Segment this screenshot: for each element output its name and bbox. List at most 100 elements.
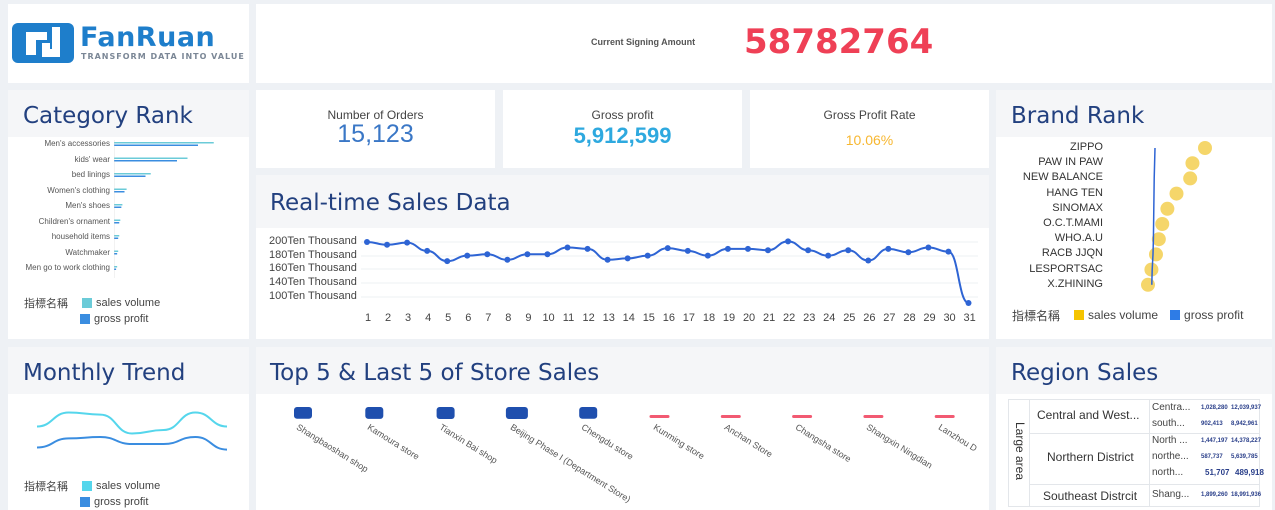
brand-label: PAW IN PAW bbox=[1038, 156, 1103, 169]
realtime-point bbox=[624, 255, 631, 262]
store-bar bbox=[436, 407, 455, 419]
brand-tagline: TRANSFORM DATA INTO VALUE bbox=[81, 52, 245, 61]
realtime-point bbox=[484, 251, 491, 258]
profit-rate-label: Gross Profit Rate bbox=[823, 108, 916, 122]
category-label: household items bbox=[51, 232, 110, 241]
monthly-trend-title: Monthly Trend bbox=[23, 360, 186, 386]
x-tick-label: 15 bbox=[642, 312, 655, 324]
fanruan-logo-icon bbox=[12, 23, 74, 63]
region-num: 18,991,936 bbox=[1231, 492, 1262, 498]
x-tick-label: 13 bbox=[602, 312, 615, 324]
brand-sales-dot bbox=[1144, 262, 1159, 277]
realtime-point bbox=[905, 249, 912, 256]
x-tick-label: 11 bbox=[562, 312, 575, 324]
x-tick-label: 8 bbox=[505, 312, 512, 324]
x-tick-label: 24 bbox=[823, 312, 836, 324]
realtime-point bbox=[544, 251, 551, 258]
category-label: Men's shoes bbox=[65, 201, 110, 210]
monthly-legend-sales-volume: sales volume bbox=[96, 480, 161, 492]
region-sub-north1: North ... bbox=[1152, 435, 1188, 446]
x-tick-label: 2 bbox=[384, 312, 392, 324]
brand-label: RACB JJQN bbox=[1041, 247, 1103, 260]
realtime-point bbox=[524, 251, 531, 258]
region-num: 14,378,227 bbox=[1231, 438, 1262, 444]
category-sales-bar bbox=[114, 142, 214, 144]
realtime-point bbox=[965, 299, 972, 306]
category-label: Men go to work clothing bbox=[25, 263, 111, 272]
profit-rate-value: 10.06% bbox=[845, 132, 894, 148]
region-num: 12,039,937 bbox=[1231, 405, 1262, 411]
region-sales-panel: Region Sales Large area Central and West… bbox=[996, 347, 1272, 510]
category-sales-bar bbox=[114, 235, 120, 237]
x-tick-label: 9 bbox=[525, 312, 532, 324]
brand-rank-panel: Brand Rank ZIPPO PAW IN PAW NEW BALANCE HAN… bbox=[996, 90, 1272, 339]
category-sales-bar bbox=[114, 266, 118, 268]
region-table: Large area Central and West... Centra...… bbox=[1008, 399, 1264, 507]
x-tick-label: 4 bbox=[425, 312, 432, 324]
brand-legend-title: 指標名稱 bbox=[1012, 308, 1061, 323]
region-num: 1,899,260 bbox=[1201, 492, 1228, 498]
store-bar bbox=[579, 407, 598, 419]
region-sub-central: Centra... bbox=[1152, 402, 1191, 413]
store-bar bbox=[720, 415, 741, 418]
x-tick-label: 23 bbox=[803, 312, 816, 324]
category-bar-chart bbox=[114, 140, 214, 278]
brand-label: SINOMAX bbox=[1052, 201, 1103, 214]
brand-sales-dot bbox=[1151, 232, 1166, 247]
monthly-gross-profit-swatch bbox=[80, 497, 90, 507]
brand-label: WHO.A.U bbox=[1054, 232, 1103, 245]
realtime-point bbox=[604, 256, 611, 263]
brand-legend: 指標名稱 sales volume gross profit bbox=[1012, 307, 1243, 323]
orders-value: 15,123 bbox=[337, 120, 414, 148]
monthly-sales-line bbox=[36, 411, 228, 435]
x-tick-label: 3 bbox=[405, 312, 412, 324]
x-tick-label: 19 bbox=[722, 312, 736, 324]
region-num: 1,028,280 bbox=[1201, 405, 1228, 411]
x-tick-label: 27 bbox=[883, 312, 896, 324]
region-num: 5,639,785 bbox=[1231, 454, 1258, 460]
store-bar bbox=[365, 407, 384, 419]
brand-sales-dot bbox=[1155, 217, 1170, 231]
realtime-point bbox=[664, 245, 671, 252]
region-num: 902,413 bbox=[1201, 421, 1223, 427]
y-tick-label: 160Ten Thousand bbox=[269, 262, 357, 274]
gross-profit-card: Gross profit 5,912,599 bbox=[503, 90, 742, 168]
category-profit-bar bbox=[114, 144, 198, 146]
signing-card: Current Signing Amount 58782764 bbox=[256, 4, 1272, 83]
monthly-legend: 指標名稱 sales volume gross profit bbox=[24, 478, 160, 510]
brand-sales-dot bbox=[1198, 141, 1212, 155]
realtime-point bbox=[404, 239, 411, 246]
region-sub-north3: north... bbox=[1152, 467, 1184, 478]
x-tick-label: 18 bbox=[702, 312, 716, 324]
x-tick-label: 5 bbox=[445, 312, 452, 324]
realtime-point bbox=[785, 238, 792, 245]
store-sales-title: Top 5 & Last 5 of Store Sales bbox=[270, 360, 600, 386]
realtime-point bbox=[584, 245, 591, 252]
profit-rate-card: Gross Profit Rate 10.06% bbox=[750, 90, 989, 168]
brand-profit-line bbox=[1151, 147, 1156, 285]
category-profit-bar bbox=[114, 268, 117, 270]
x-tick-label: 25 bbox=[843, 312, 856, 324]
region-area-northern: Northern District bbox=[1047, 450, 1134, 464]
y-tick-label: 140Ten Thousand bbox=[269, 276, 357, 288]
category-rank-title: Category Rank bbox=[23, 103, 193, 129]
realtime-point bbox=[845, 247, 852, 254]
category-profit-bar bbox=[114, 175, 146, 177]
logo-card: FanRuan TRANSFORM DATA INTO VALUE bbox=[8, 4, 249, 83]
category-label: Women's clothing bbox=[47, 185, 110, 195]
y-tick-label: 180Ten Thousand bbox=[269, 249, 357, 261]
legend-title: 指標名稱 bbox=[24, 298, 68, 310]
category-label: bed linings bbox=[71, 170, 110, 179]
realtime-point bbox=[724, 245, 731, 252]
realtime-point bbox=[464, 252, 471, 259]
store-sales-chart bbox=[294, 407, 955, 419]
category-sales-bar bbox=[114, 204, 123, 206]
x-tick-label: 28 bbox=[903, 312, 916, 324]
gross-profit-swatch bbox=[80, 314, 90, 324]
brand-label: NEW BALANCE bbox=[1022, 171, 1103, 184]
region-header: Large area bbox=[1013, 421, 1027, 481]
realtime-point bbox=[384, 241, 391, 248]
store-sales-panel: Top 5 & Last 5 of Store Sales Shangbaosh… bbox=[256, 347, 989, 510]
monthly-legend-title: 指標名稱 bbox=[24, 481, 68, 493]
realtime-point bbox=[865, 257, 872, 264]
